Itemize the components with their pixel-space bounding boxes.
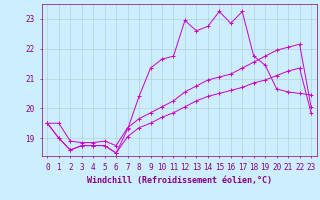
X-axis label: Windchill (Refroidissement éolien,°C): Windchill (Refroidissement éolien,°C) <box>87 176 272 185</box>
